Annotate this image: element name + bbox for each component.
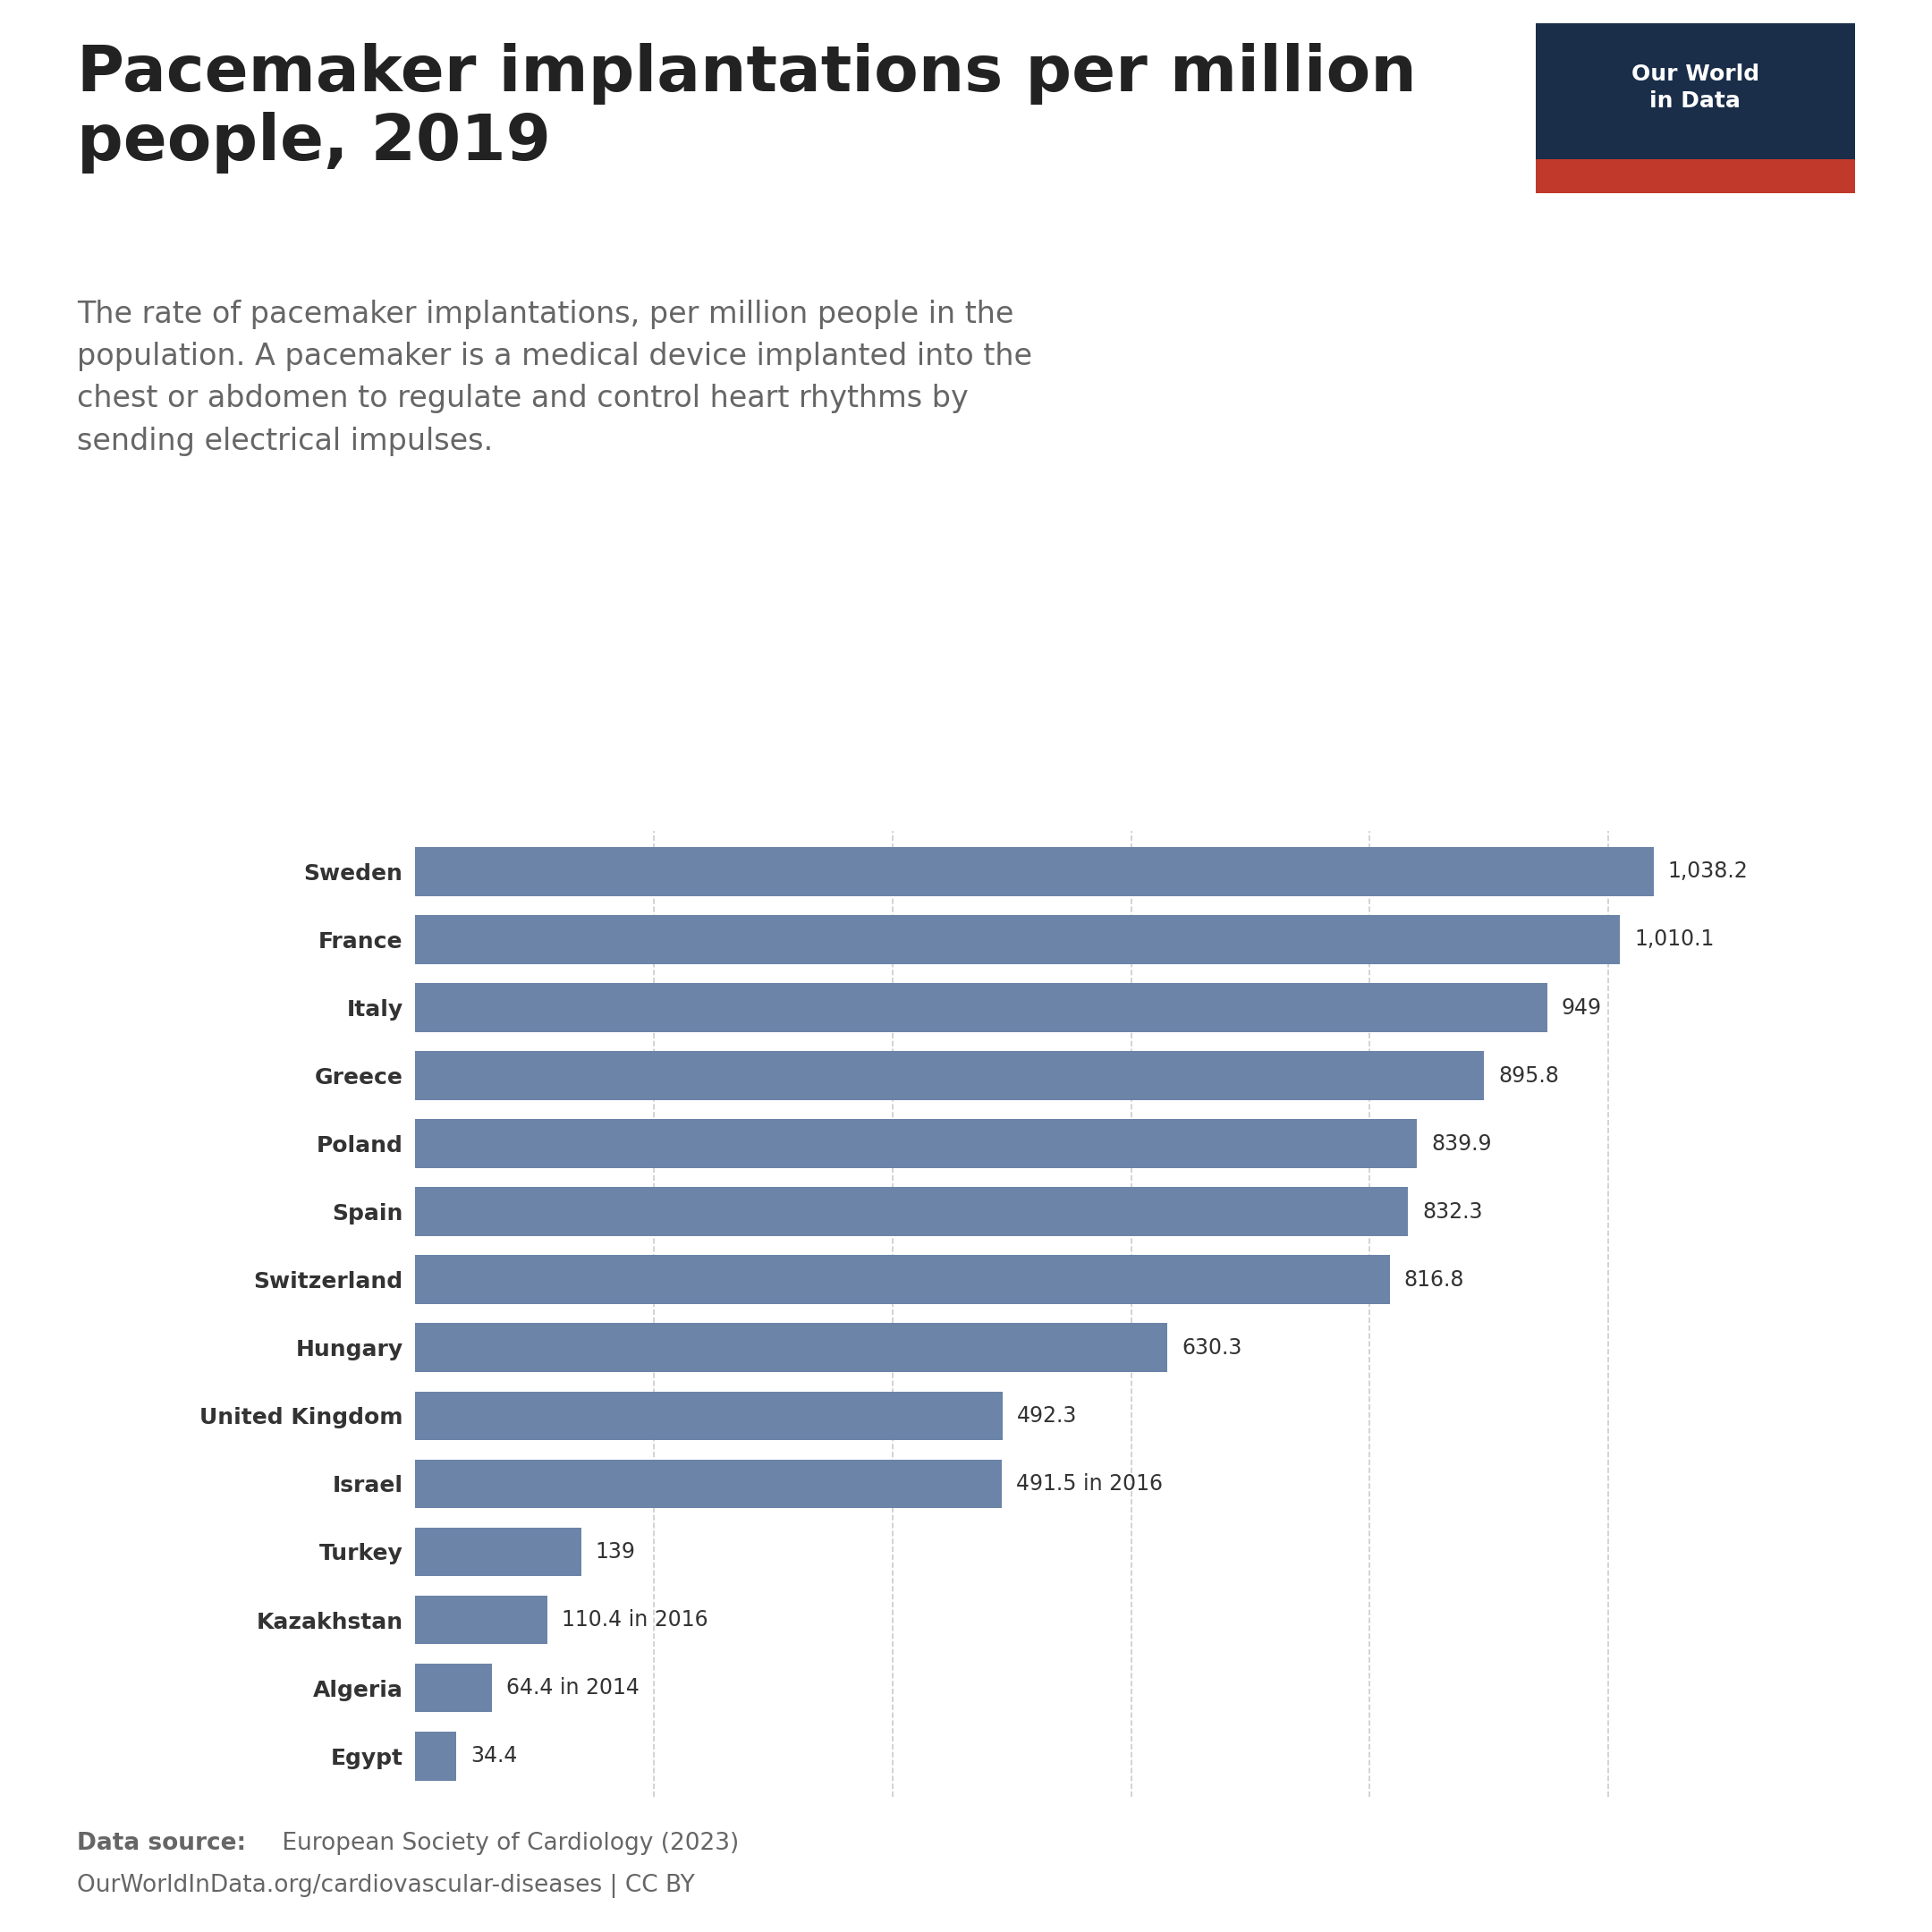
Bar [415, 983, 1548, 1032]
Text: 895.8: 895.8 [1497, 1065, 1559, 1086]
Bar [415, 1663, 493, 1712]
Bar [1536, 158, 1855, 193]
Bar [415, 1051, 1484, 1099]
Text: 630.3: 630.3 [1182, 1337, 1242, 1358]
Text: European Society of Cardiology (2023): European Society of Cardiology (2023) [274, 1832, 738, 1855]
Text: 1,038.2: 1,038.2 [1667, 862, 1748, 883]
Bar [415, 1256, 1389, 1304]
Text: 492.3: 492.3 [1016, 1405, 1078, 1426]
Bar [415, 1596, 547, 1644]
Text: Pacemaker implantations per million
people, 2019: Pacemaker implantations per million peop… [77, 43, 1416, 174]
Text: 139: 139 [595, 1542, 636, 1563]
Text: 816.8: 816.8 [1405, 1269, 1464, 1291]
Text: 832.3: 832.3 [1422, 1202, 1484, 1223]
Text: 64.4 in 2014: 64.4 in 2014 [506, 1677, 639, 1698]
Text: 949: 949 [1561, 997, 1602, 1018]
Text: The rate of pacemaker implantations, per million people in the
population. A pac: The rate of pacemaker implantations, per… [77, 299, 1032, 456]
Bar [415, 1528, 582, 1577]
Text: 34.4: 34.4 [471, 1745, 518, 1766]
Bar [415, 1459, 1001, 1509]
Text: Data source:: Data source: [77, 1832, 247, 1855]
Text: OurWorldInData.org/cardiovascular-diseases | CC BY: OurWorldInData.org/cardiovascular-diseas… [77, 1874, 696, 1897]
Text: 1,010.1: 1,010.1 [1634, 929, 1714, 951]
Bar [415, 916, 1621, 964]
Text: 491.5 in 2016: 491.5 in 2016 [1016, 1472, 1163, 1495]
Bar [415, 1323, 1167, 1372]
Text: 110.4 in 2016: 110.4 in 2016 [562, 1609, 707, 1631]
Bar [415, 1119, 1418, 1169]
Bar [415, 1731, 456, 1781]
Bar [415, 1391, 1003, 1439]
Text: 839.9: 839.9 [1432, 1132, 1492, 1155]
Bar [415, 1188, 1408, 1236]
Text: Our World
in Data: Our World in Data [1631, 64, 1760, 112]
Bar [415, 846, 1654, 896]
